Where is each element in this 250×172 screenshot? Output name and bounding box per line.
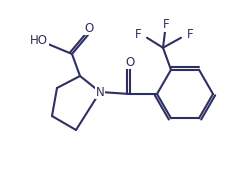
Text: F: F [162, 18, 169, 31]
Text: O: O [84, 22, 93, 35]
Text: HO: HO [30, 34, 48, 46]
Text: F: F [134, 28, 141, 41]
Text: O: O [125, 56, 134, 68]
Text: F: F [186, 28, 192, 41]
Text: N: N [95, 85, 104, 99]
